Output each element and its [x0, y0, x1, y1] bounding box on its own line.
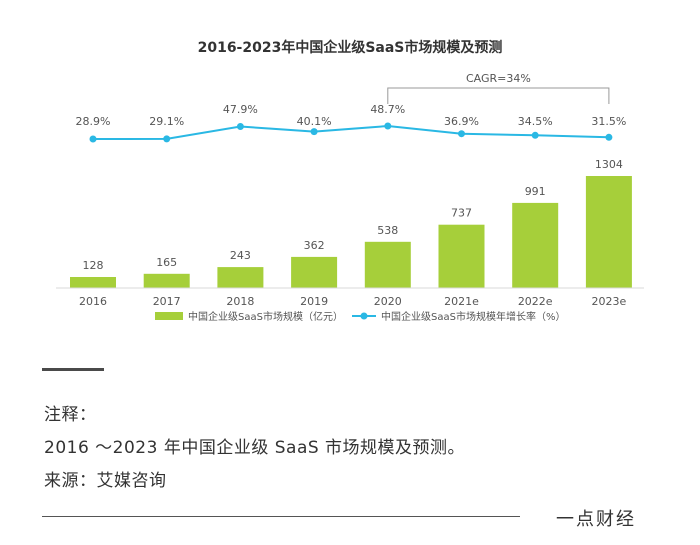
divider-short: [42, 368, 104, 371]
x-tick-2020: 2020: [374, 295, 402, 308]
bar-2017: [143, 273, 190, 288]
bar-label-2021e: 737: [451, 207, 472, 220]
bar-2018: [217, 267, 264, 288]
legend-label-bar: 中国企业级SaaS市场规模（亿元）: [188, 310, 343, 323]
chart-title: 2016-2023年中国企业级SaaS市场规模及预测: [198, 39, 503, 56]
bar-2022e: [512, 202, 559, 288]
x-tick-2021e: 2021e: [444, 295, 479, 308]
line-label-2016: 28.9%: [76, 115, 111, 128]
notes-text: 2016 ～2023 年中国企业级 SaaS 市场规模及预测。: [44, 438, 466, 458]
bar-label-2017: 165: [156, 256, 177, 269]
bar-label-2019: 362: [304, 239, 325, 252]
line-label-2019: 40.1%: [297, 115, 332, 128]
bar-2020: [364, 241, 411, 288]
bar-label-2020: 538: [377, 224, 398, 237]
x-tick-2017: 2017: [153, 295, 181, 308]
legend: 中国企业级SaaS市场规模（亿元） 中国企业级SaaS市场规模年增长率（%）: [155, 310, 565, 323]
bar-2016: [70, 277, 116, 288]
line-point-2022e: [531, 131, 539, 139]
bar-label-2022e: 991: [525, 185, 546, 198]
bar-series: [70, 176, 632, 288]
chart-area: 2016-2023年中国企业级SaaS市场规模及预测 CAGR=34% 128 1…: [56, 39, 644, 323]
legend-swatch-bar: [155, 312, 183, 320]
brand-label: 一点财经: [556, 509, 636, 530]
line-label-2022e: 34.5%: [518, 115, 553, 128]
line-label-2018: 47.9%: [223, 103, 258, 116]
bar-label-2018: 243: [230, 249, 251, 262]
line-label-2021e: 36.9%: [444, 115, 479, 128]
legend-swatch-dot: [360, 312, 368, 320]
line-point-2019: [310, 128, 318, 136]
bar-2023e: [585, 176, 632, 288]
x-tick-2016: 2016: [79, 295, 107, 308]
bar-2019: [291, 256, 338, 288]
x-tick-2018: 2018: [226, 295, 254, 308]
growth-rate-labels: 28.9% 29.1% 47.9% 40.1% 48.7% 36.9% 34.5% 31.5%: [76, 103, 627, 128]
line-point-2016: [89, 135, 97, 143]
growth-rate-line: [92, 124, 609, 140]
growth-rate-points: [89, 122, 613, 143]
line-label-2017: 29.1%: [149, 115, 184, 128]
source-text: 来源：艾媒咨询: [44, 471, 167, 491]
x-tick-2019: 2019: [300, 295, 328, 308]
divider-long: [42, 516, 520, 517]
x-tick-2022e: 2022e: [518, 295, 553, 308]
notes-label: 注释：: [44, 405, 97, 425]
cagr-annotation: CAGR=34%: [387, 72, 610, 104]
line-label-2020: 48.7%: [370, 103, 405, 116]
x-tick-2023e: 2023e: [592, 295, 627, 308]
bar-2021e: [438, 224, 485, 288]
bar-label-2023e: 1304: [595, 158, 623, 171]
line-point-2021e: [458, 130, 465, 138]
line-point-2023e: [605, 133, 613, 141]
bar-label-2016: 128: [83, 259, 104, 272]
line-point-2018: [236, 123, 244, 130]
bar-value-labels: 128 165 243 362 538 737 991 1304: [83, 158, 623, 272]
line-point-2020: [384, 122, 392, 130]
x-tick-labels: 2016 2017 2018 2019 2020 2021e 2022e 2023e: [79, 295, 627, 308]
legend-label-line: 中国企业级SaaS市场规模年增长率（%）: [381, 310, 565, 323]
line-point-2017: [163, 135, 171, 143]
cagr-bracket: [387, 87, 610, 104]
line-label-2023e: 31.5%: [591, 115, 626, 128]
cagr-label: CAGR=34%: [466, 72, 531, 85]
